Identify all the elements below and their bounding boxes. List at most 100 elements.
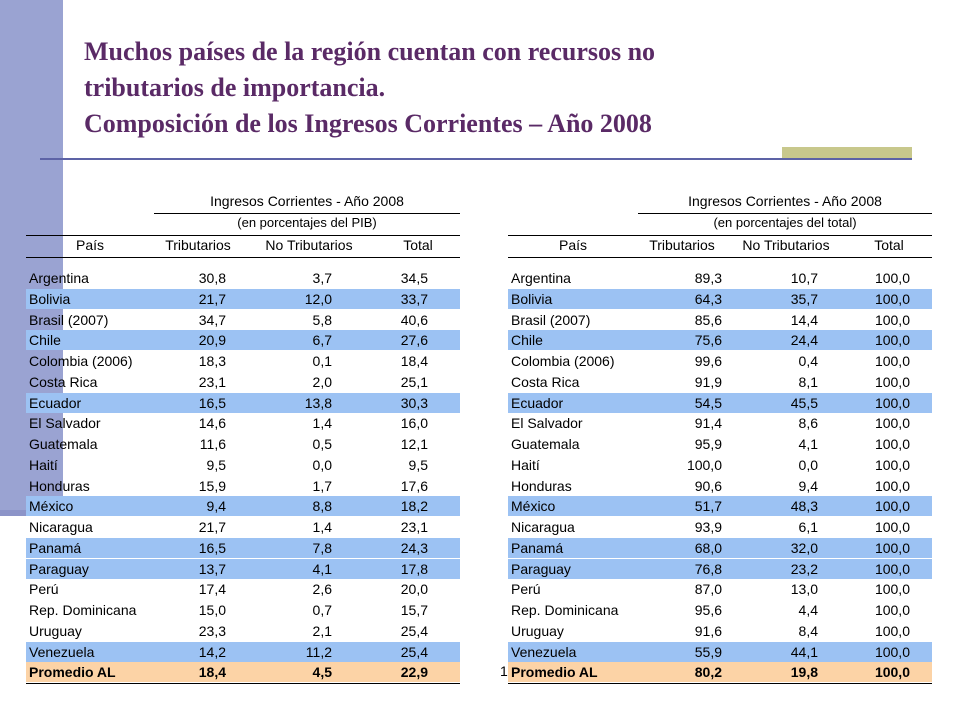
cell-pais: Paraguay: [511, 560, 571, 577]
cell-no-tributarios: 9,4: [798, 477, 818, 494]
cell-pais: Guatemala: [29, 436, 98, 452]
cell-total: 100,0: [874, 602, 910, 618]
cell-pais: Venezuela: [29, 643, 95, 660]
cell-tributarios: 18,4: [198, 664, 226, 681]
cell-total: 18,4: [400, 353, 428, 369]
cell-pais: Nicaragua: [511, 519, 575, 535]
title-line-3: Composición de los Ingresos Corrientes –…: [84, 109, 652, 138]
cell-total: 100,0: [874, 498, 910, 515]
cell-total: 100,0: [874, 436, 910, 452]
cell-pais: Uruguay: [29, 622, 82, 639]
cell-tributarios: 51,7: [694, 498, 722, 515]
cell-no-tributarios: 14,4: [790, 311, 818, 328]
cell-pais: Costa Rica: [29, 373, 98, 390]
cell-no-tributarios: 7,8: [312, 539, 332, 556]
cell-tributarios: 14,6: [198, 415, 226, 432]
cell-no-tributarios: 8,4: [798, 622, 818, 639]
table-row: Venezuela 14,2 11,2 25,4: [26, 641, 460, 662]
cell-total: 25,4: [400, 622, 428, 639]
bottom-rule: [508, 683, 932, 684]
cell-no-tributarios: 4,4: [798, 602, 818, 618]
cell-pais: Nicaragua: [29, 519, 93, 535]
column-header-total: Total: [403, 237, 433, 253]
cell-pais: Colombia (2006): [29, 353, 133, 369]
cell-tributarios: 95,9: [694, 436, 722, 452]
header-rule: [508, 257, 932, 258]
table-row: México 51,7 48,3 100,0: [508, 496, 932, 517]
table-header-subtitle: (en porcentajes del PIB): [237, 215, 377, 230]
cell-total: 30,3: [400, 394, 428, 411]
cell-pais: Panamá: [511, 539, 564, 556]
cell-total: 16,0: [400, 415, 428, 432]
cell-total: 100,0: [874, 539, 910, 556]
cell-tributarios: 100,0: [686, 456, 722, 473]
cell-pais: México: [511, 498, 556, 515]
cell-total: 22,9: [400, 664, 428, 681]
cell-no-tributarios: 8,1: [798, 373, 818, 390]
table-row: Paraguay 13,7 4,1 17,8: [26, 558, 460, 579]
cell-tributarios: 90,6: [694, 477, 722, 494]
column-header-tributarios: Tributarios: [649, 237, 715, 253]
header-rule: [638, 213, 932, 214]
cell-no-tributarios: 8,8: [312, 498, 332, 515]
cell-no-tributarios: 4,1: [798, 436, 818, 452]
cell-total: 100,0: [874, 622, 910, 639]
cell-no-tributarios: 0,5: [312, 436, 332, 452]
table-row: Bolivia 21,7 12,0 33,7: [26, 288, 460, 309]
table-row: Rep. Dominicana 95,6 4,4 100,0: [508, 600, 932, 620]
table-row: Panamá 68,0 32,0 100,0: [508, 537, 932, 558]
cell-no-tributarios: 2,0: [312, 373, 332, 390]
column-header-no-tributarios: No Tributarios: [265, 237, 353, 253]
cell-total: 100,0: [874, 477, 910, 494]
total-row: Promedio AL 18,4 4,5 22,9: [26, 662, 460, 683]
cell-pais: Guatemala: [511, 436, 580, 452]
table-row: Honduras 15,9 1,7 17,6: [26, 476, 460, 496]
cell-tributarios: 16,5: [198, 394, 226, 411]
table-row: Ecuador 16,5 13,8 30,3: [26, 392, 460, 413]
cell-total: 100,0: [874, 560, 910, 577]
cell-pais: Honduras: [511, 477, 572, 494]
table-row: El Salvador 14,6 1,4 16,0: [26, 413, 460, 433]
cell-total: 100,0: [874, 311, 910, 328]
total-row: Promedio AL 80,2 19,8 100,0: [508, 662, 932, 683]
cell-no-tributarios: 11,2: [305, 643, 332, 660]
header-rule: [508, 235, 932, 236]
cell-tributarios: 23,3: [198, 622, 226, 639]
cell-total: 100,0: [874, 290, 910, 307]
table-row: Brasil (2007) 85,6 14,4 100,0: [508, 310, 932, 330]
cell-tributarios: 23,1: [198, 373, 226, 390]
table-row: Bolivia 64,3 35,7 100,0: [508, 288, 932, 309]
cell-total: 34,5: [400, 270, 428, 286]
cell-no-tributarios: 1,7: [312, 477, 332, 494]
cell-no-tributarios: 13,0: [790, 581, 818, 598]
table-row: Chile 20,9 6,7 27,6: [26, 330, 460, 351]
cell-pais: Costa Rica: [511, 373, 580, 390]
cell-pais: Chile: [29, 332, 61, 349]
cell-pais: Brasil (2007): [511, 311, 591, 328]
cell-tributarios: 16,5: [198, 539, 226, 556]
column-header-no-tributarios: No Tributarios: [742, 237, 830, 253]
cell-no-tributarios: 5,8: [312, 311, 332, 328]
cell-pais: Paraguay: [29, 560, 89, 577]
table-row: Panamá 16,5 7,8 24,3: [26, 537, 460, 558]
cell-no-tributarios: 0,0: [312, 456, 332, 473]
sidebar-decoration: [0, 0, 63, 510]
cell-no-tributarios: 0,1: [312, 353, 332, 369]
table-row: Costa Rica 23,1 2,0 25,1: [26, 372, 460, 392]
table-header-title: Ingresos Corrientes - Año 2008: [688, 193, 882, 209]
cell-total: 100,0: [874, 270, 910, 286]
cell-tributarios: 34,7: [198, 311, 226, 328]
cell-tributarios: 15,9: [198, 477, 226, 494]
cell-total: 100,0: [874, 353, 910, 369]
cell-pais: México: [29, 498, 74, 515]
table-row: Uruguay 23,3 2,1 25,4: [26, 621, 460, 641]
cell-total: 9,5: [408, 456, 428, 473]
cell-no-tributarios: 2,6: [312, 581, 332, 598]
cell-tributarios: 75,6: [694, 332, 722, 349]
cell-tributarios: 54,5: [694, 394, 722, 411]
table-row: Brasil (2007) 34,7 5,8 40,6: [26, 310, 460, 330]
cell-tributarios: 68,0: [694, 539, 722, 556]
cell-total: 17,6: [400, 477, 428, 494]
cell-tributarios: 99,6: [694, 353, 722, 369]
cell-tributarios: 15,0: [198, 602, 226, 618]
